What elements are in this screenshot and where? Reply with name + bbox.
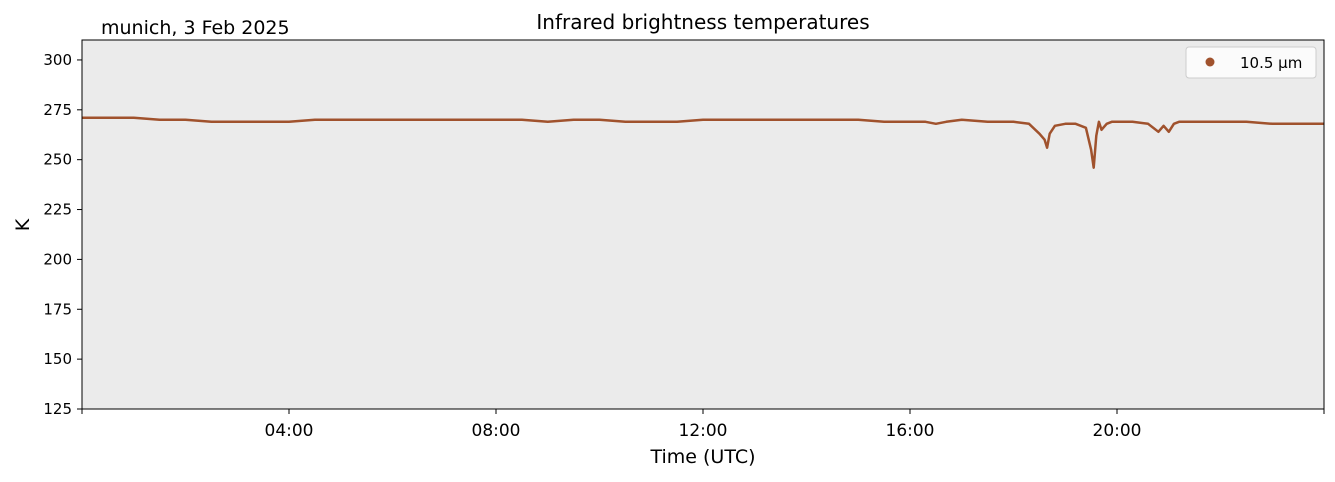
axis-ticks: 125 150 175 200 225 250 275 300 04:00 08:00 12:00 1…	[43, 51, 1325, 441]
x-tick-label: 08:00	[472, 421, 521, 441]
x-tick-label: 12:00	[679, 421, 728, 441]
legend: 10.5 µm	[1185, 46, 1317, 79]
y-tick-label: 275	[43, 101, 72, 119]
chart-title: Infrared brightness temperatures	[536, 10, 869, 34]
y-axis-label: K	[12, 218, 34, 231]
plot-frame	[81, 39, 1325, 410]
y-tick-label: 250	[43, 151, 72, 169]
x-axis-label: Time (UTC)	[649, 446, 755, 468]
legend-box	[1185, 46, 1317, 79]
x-tick-label: 16:00	[886, 421, 935, 441]
plot-area	[82, 40, 1324, 409]
series-layer	[82, 116, 1324, 169]
y-tick-label: 125	[43, 400, 72, 418]
y-tick-label: 300	[43, 51, 72, 69]
y-tick-label: 200	[43, 250, 72, 268]
y-tick-label: 175	[43, 300, 72, 318]
chart-subtitle: munich, 3 Feb 2025	[101, 17, 290, 39]
y-tick-label: 225	[43, 201, 72, 219]
series-line	[82, 116, 1324, 169]
x-tick-label: 04:00	[265, 421, 314, 441]
legend-marker	[1205, 57, 1215, 67]
legend-label: 10.5 µm	[1240, 54, 1302, 72]
x-tick-label: 20:00	[1093, 421, 1142, 441]
y-tick-label: 150	[43, 350, 72, 368]
